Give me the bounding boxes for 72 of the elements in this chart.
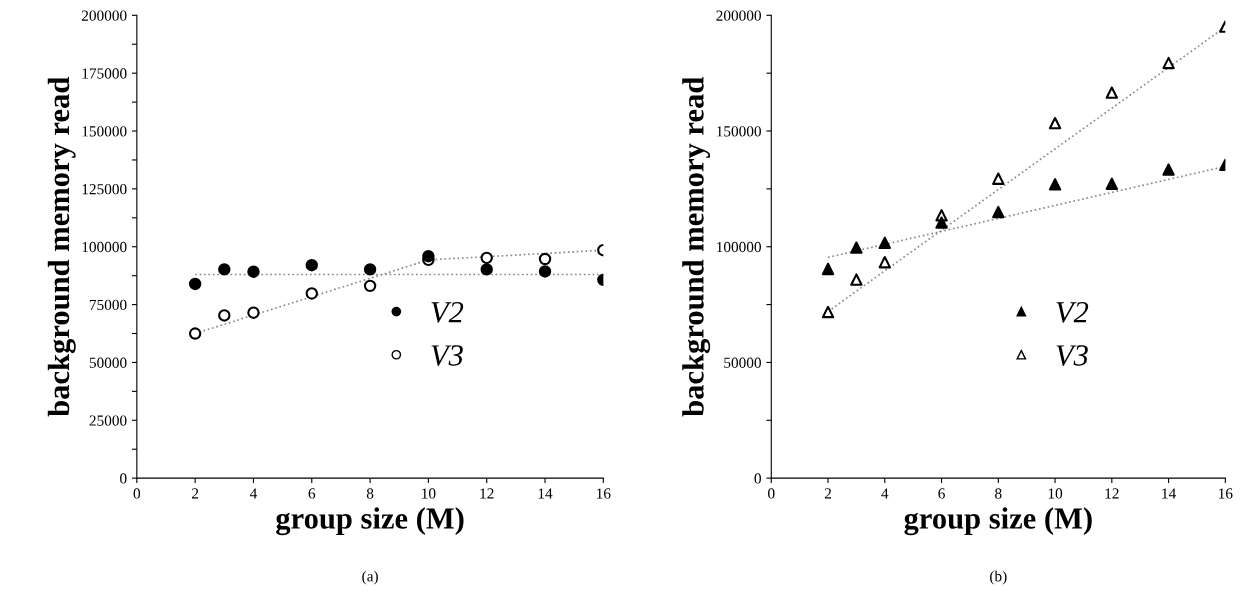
y-tick-label: 200000 (716, 10, 761, 21)
x-tick-label: 6 (308, 488, 316, 499)
point (305, 287, 318, 300)
y-tick-label: 25000 (89, 415, 127, 426)
legend-label: V2 (1056, 302, 1089, 323)
x-tick-label: 14 (1162, 488, 1176, 499)
point (850, 241, 863, 254)
x-tick-label: 8 (366, 488, 374, 499)
legend-label: V3 (431, 345, 463, 366)
point (363, 279, 377, 293)
point (247, 265, 260, 278)
point (218, 309, 231, 322)
x-tick-label: 12 (1105, 488, 1119, 499)
y-tick-label: 175000 (82, 68, 127, 79)
point (878, 256, 891, 269)
point (422, 250, 435, 263)
x-tick-label: 2 (824, 488, 832, 499)
y-tick-label: 75000 (89, 299, 127, 311)
point (218, 263, 231, 276)
point (935, 216, 948, 229)
point (1105, 177, 1119, 190)
text: (a) (362, 570, 378, 585)
y-tick-label: 200000 (81, 10, 127, 21)
x-tick-label: 6 (938, 488, 945, 499)
y-tick-label: 150000 (82, 126, 127, 137)
legend-label: V3 (1056, 345, 1088, 366)
x-tick-label: 16 (597, 488, 611, 499)
point (188, 277, 202, 291)
point (305, 259, 318, 272)
y-tick-label: 0 (120, 473, 127, 484)
y-tick-label: 100000 (82, 241, 127, 253)
point (992, 172, 1005, 185)
point (538, 265, 552, 278)
point (878, 236, 891, 249)
point (538, 252, 552, 266)
y-tick-label: 125000 (82, 184, 127, 195)
point (247, 306, 260, 319)
point (821, 305, 835, 319)
y-axis-title: background memory read (682, 77, 711, 417)
y-tick-label: 50000 (89, 357, 127, 368)
y-tick-label: 50000 (724, 357, 761, 368)
text: (b) (990, 570, 1007, 585)
x-tick-label: 10 (1048, 488, 1063, 499)
point (1048, 116, 1062, 130)
point (1162, 56, 1175, 70)
x-axis-title: group size (M) (904, 507, 1092, 536)
y-tick-label: 0 (754, 473, 761, 484)
x-tick-label: 0 (133, 488, 141, 499)
point (1048, 178, 1062, 191)
x-tick-label: 2 (192, 488, 199, 499)
x-tick-label: 10 (422, 488, 436, 499)
point (188, 327, 202, 340)
point (992, 205, 1005, 219)
point (363, 263, 377, 276)
point (850, 273, 863, 286)
x-tick-label: 0 (768, 488, 775, 499)
x-tick-label: 4 (881, 488, 889, 499)
y-axis-title: background memory read (47, 77, 76, 417)
y-tick-label: 150000 (717, 126, 761, 137)
point (480, 251, 493, 265)
point (821, 262, 835, 276)
legend-label: V2 (431, 302, 464, 323)
x-tick-label: 16 (1219, 488, 1233, 499)
point (480, 263, 493, 276)
x-axis-title: group size (M) (276, 507, 464, 536)
x-tick-label: 12 (480, 488, 494, 499)
point (1105, 86, 1119, 99)
x-tick-label: 4 (249, 488, 258, 499)
y-tick-label: 100000 (717, 241, 761, 253)
x-tick-label: 14 (538, 488, 553, 499)
point (1162, 163, 1175, 176)
x-tick-label: 8 (995, 488, 1002, 499)
